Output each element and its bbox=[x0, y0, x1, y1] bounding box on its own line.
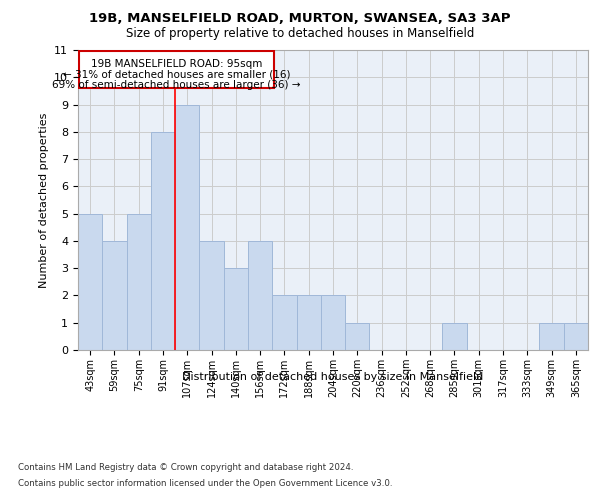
Text: Contains public sector information licensed under the Open Government Licence v3: Contains public sector information licen… bbox=[18, 478, 392, 488]
Bar bbox=[564, 322, 588, 350]
Y-axis label: Number of detached properties: Number of detached properties bbox=[39, 112, 49, 288]
Bar bbox=[345, 322, 370, 350]
Bar bbox=[199, 241, 224, 350]
Bar bbox=[296, 296, 321, 350]
Bar bbox=[248, 241, 272, 350]
Bar bbox=[78, 214, 102, 350]
Bar bbox=[175, 104, 199, 350]
Text: 19B MANSELFIELD ROAD: 95sqm: 19B MANSELFIELD ROAD: 95sqm bbox=[91, 58, 262, 68]
Bar bbox=[321, 296, 345, 350]
Bar bbox=[224, 268, 248, 350]
Text: Distribution of detached houses by size in Manselfield: Distribution of detached houses by size … bbox=[182, 372, 484, 382]
Text: Contains HM Land Registry data © Crown copyright and database right 2024.: Contains HM Land Registry data © Crown c… bbox=[18, 464, 353, 472]
Bar bbox=[102, 241, 127, 350]
Bar bbox=[127, 214, 151, 350]
Text: ← 31% of detached houses are smaller (16): ← 31% of detached houses are smaller (16… bbox=[62, 70, 290, 80]
Text: Size of property relative to detached houses in Manselfield: Size of property relative to detached ho… bbox=[126, 28, 474, 40]
Text: 69% of semi-detached houses are larger (36) →: 69% of semi-detached houses are larger (… bbox=[52, 80, 301, 90]
FancyBboxPatch shape bbox=[79, 52, 274, 88]
Bar bbox=[442, 322, 467, 350]
Text: 19B, MANSELFIELD ROAD, MURTON, SWANSEA, SA3 3AP: 19B, MANSELFIELD ROAD, MURTON, SWANSEA, … bbox=[89, 12, 511, 26]
Bar bbox=[539, 322, 564, 350]
Bar bbox=[272, 296, 296, 350]
Bar bbox=[151, 132, 175, 350]
